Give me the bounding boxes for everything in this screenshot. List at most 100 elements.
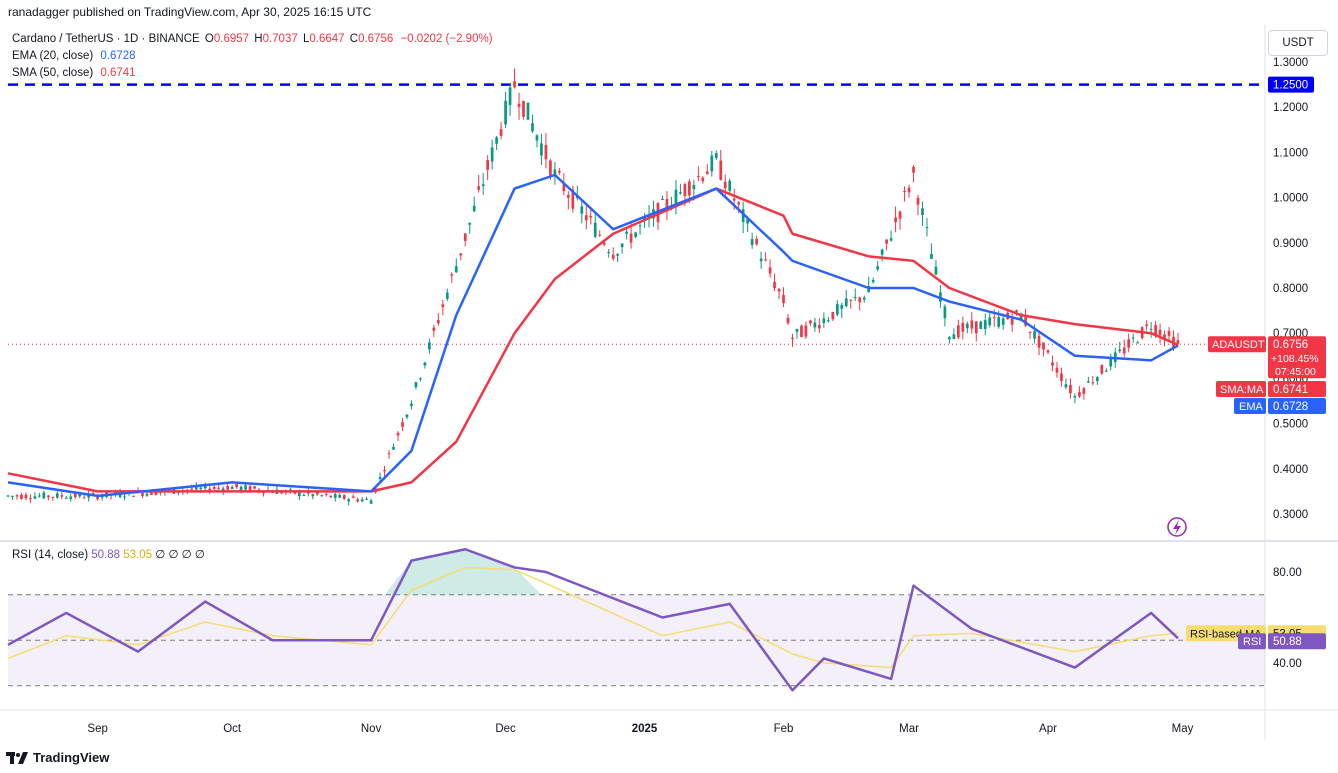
candle-body xyxy=(1037,335,1041,348)
rsi-tick-label: 40.00 xyxy=(1273,658,1302,670)
price-tick-label: 0.5000 xyxy=(1273,419,1308,431)
candle-body xyxy=(329,495,333,498)
candle-body xyxy=(459,253,463,256)
symbol-name[interactable]: Cardano / TetherUS · 1D · BINANCE xyxy=(12,33,200,45)
candle-body xyxy=(558,171,561,173)
candle-body xyxy=(665,198,669,210)
candle-body xyxy=(1001,318,1005,325)
candle-body xyxy=(472,205,476,212)
candle-body xyxy=(64,497,68,499)
candle-body xyxy=(773,281,776,289)
last-price-tag xyxy=(1268,336,1326,379)
candle-body xyxy=(535,135,539,141)
candle-body xyxy=(401,422,404,427)
candle-body xyxy=(141,492,144,497)
candle-body xyxy=(992,317,996,319)
candle-body xyxy=(217,487,221,489)
candle-body xyxy=(324,493,328,495)
candle-body xyxy=(531,123,534,132)
close-label: C xyxy=(349,33,359,45)
resistance-level-tag xyxy=(1268,76,1314,93)
candle-body xyxy=(1158,329,1162,336)
price-tick-label: 0.8000 xyxy=(1273,283,1308,295)
candle-body xyxy=(24,494,28,499)
candle-body xyxy=(29,498,32,500)
candle-body xyxy=(347,499,351,502)
ema-axis-value-tag xyxy=(1268,398,1326,414)
candle-body xyxy=(813,322,817,328)
candle-body xyxy=(697,176,700,178)
price-tick-label: 1.2000 xyxy=(1273,102,1308,114)
symbol-tag-label: ADAUSDT xyxy=(1212,339,1265,351)
candle-body xyxy=(661,199,664,201)
time-axis-label: May xyxy=(1172,723,1194,735)
sma-row[interactable]: SMA (50, close) 0.6741 xyxy=(12,65,493,82)
candle-body xyxy=(1145,324,1148,327)
candle-body xyxy=(253,486,256,489)
candle-body xyxy=(822,318,826,323)
candle-body xyxy=(463,233,467,241)
tradingview-logo-icon xyxy=(6,751,28,764)
candle-body xyxy=(701,177,705,182)
candle-body xyxy=(360,499,364,502)
candle-body xyxy=(20,494,23,499)
tradingview-brand: TradingView xyxy=(33,750,110,765)
price-tick-label: 1.1000 xyxy=(1273,147,1308,159)
candle-body xyxy=(764,259,767,261)
candle-body xyxy=(1078,392,1081,397)
candle-body xyxy=(1010,318,1014,325)
tradingview-logo[interactable]: TradingView xyxy=(6,750,109,765)
candle-body xyxy=(768,267,772,274)
candle-body xyxy=(616,254,619,256)
candle-body xyxy=(378,477,382,479)
candle-body xyxy=(42,492,46,499)
ema-axis-value: 0.6728 xyxy=(1273,401,1308,413)
candle-body xyxy=(1136,342,1139,344)
lightning-bolt-icon xyxy=(1173,520,1181,535)
ema-row[interactable]: EMA (20, close) 0.6728 xyxy=(12,48,493,65)
candle-body xyxy=(894,217,897,223)
candle-body xyxy=(199,487,203,490)
candle-body xyxy=(387,453,391,455)
candle-body xyxy=(965,323,969,329)
time-axis-label: Oct xyxy=(223,723,242,735)
candle-body xyxy=(396,432,400,436)
candle-body xyxy=(1073,396,1077,398)
candle-body xyxy=(383,470,386,472)
candle-body xyxy=(553,169,557,175)
candle-body xyxy=(795,328,799,332)
candle-body xyxy=(705,171,709,175)
rsi-legend-value: 50.88 xyxy=(91,549,121,561)
candle-body xyxy=(190,488,194,490)
candle-body xyxy=(786,317,790,324)
close-value: 0.6756 xyxy=(358,33,394,45)
candle-body xyxy=(1154,325,1157,335)
candle-body xyxy=(903,190,906,192)
sma-axis-tag xyxy=(1216,381,1266,397)
candle-body xyxy=(777,288,781,292)
rsi-legend[interactable]: RSI (14, close) 50.88 53.05 ∅ ∅ ∅ ∅ xyxy=(12,547,205,561)
candle-body xyxy=(82,497,86,499)
candle-body xyxy=(907,187,911,193)
candle-body xyxy=(961,322,965,332)
candle-body xyxy=(428,342,431,350)
candle-body xyxy=(818,325,821,329)
candle-body xyxy=(898,211,902,219)
candle-body xyxy=(481,184,485,187)
candle-body xyxy=(1167,330,1171,336)
candle-body xyxy=(486,160,489,170)
candle-body xyxy=(983,320,987,329)
candle-body xyxy=(522,100,525,117)
candle-body xyxy=(239,486,243,491)
sma-axis-tag-label: SMA:MA xyxy=(1220,384,1264,396)
candle-body xyxy=(1095,377,1099,382)
candle-body xyxy=(1060,373,1063,381)
rsi-overbought-fill xyxy=(384,549,542,595)
symbol-tag xyxy=(1208,336,1266,353)
alert-lightning-icon[interactable] xyxy=(1167,517,1187,537)
last-price-label: 0.6756 xyxy=(1273,339,1308,351)
candle-body xyxy=(351,496,355,498)
currency-selector[interactable]: USDT xyxy=(1268,30,1328,56)
candle-body xyxy=(1069,384,1072,394)
